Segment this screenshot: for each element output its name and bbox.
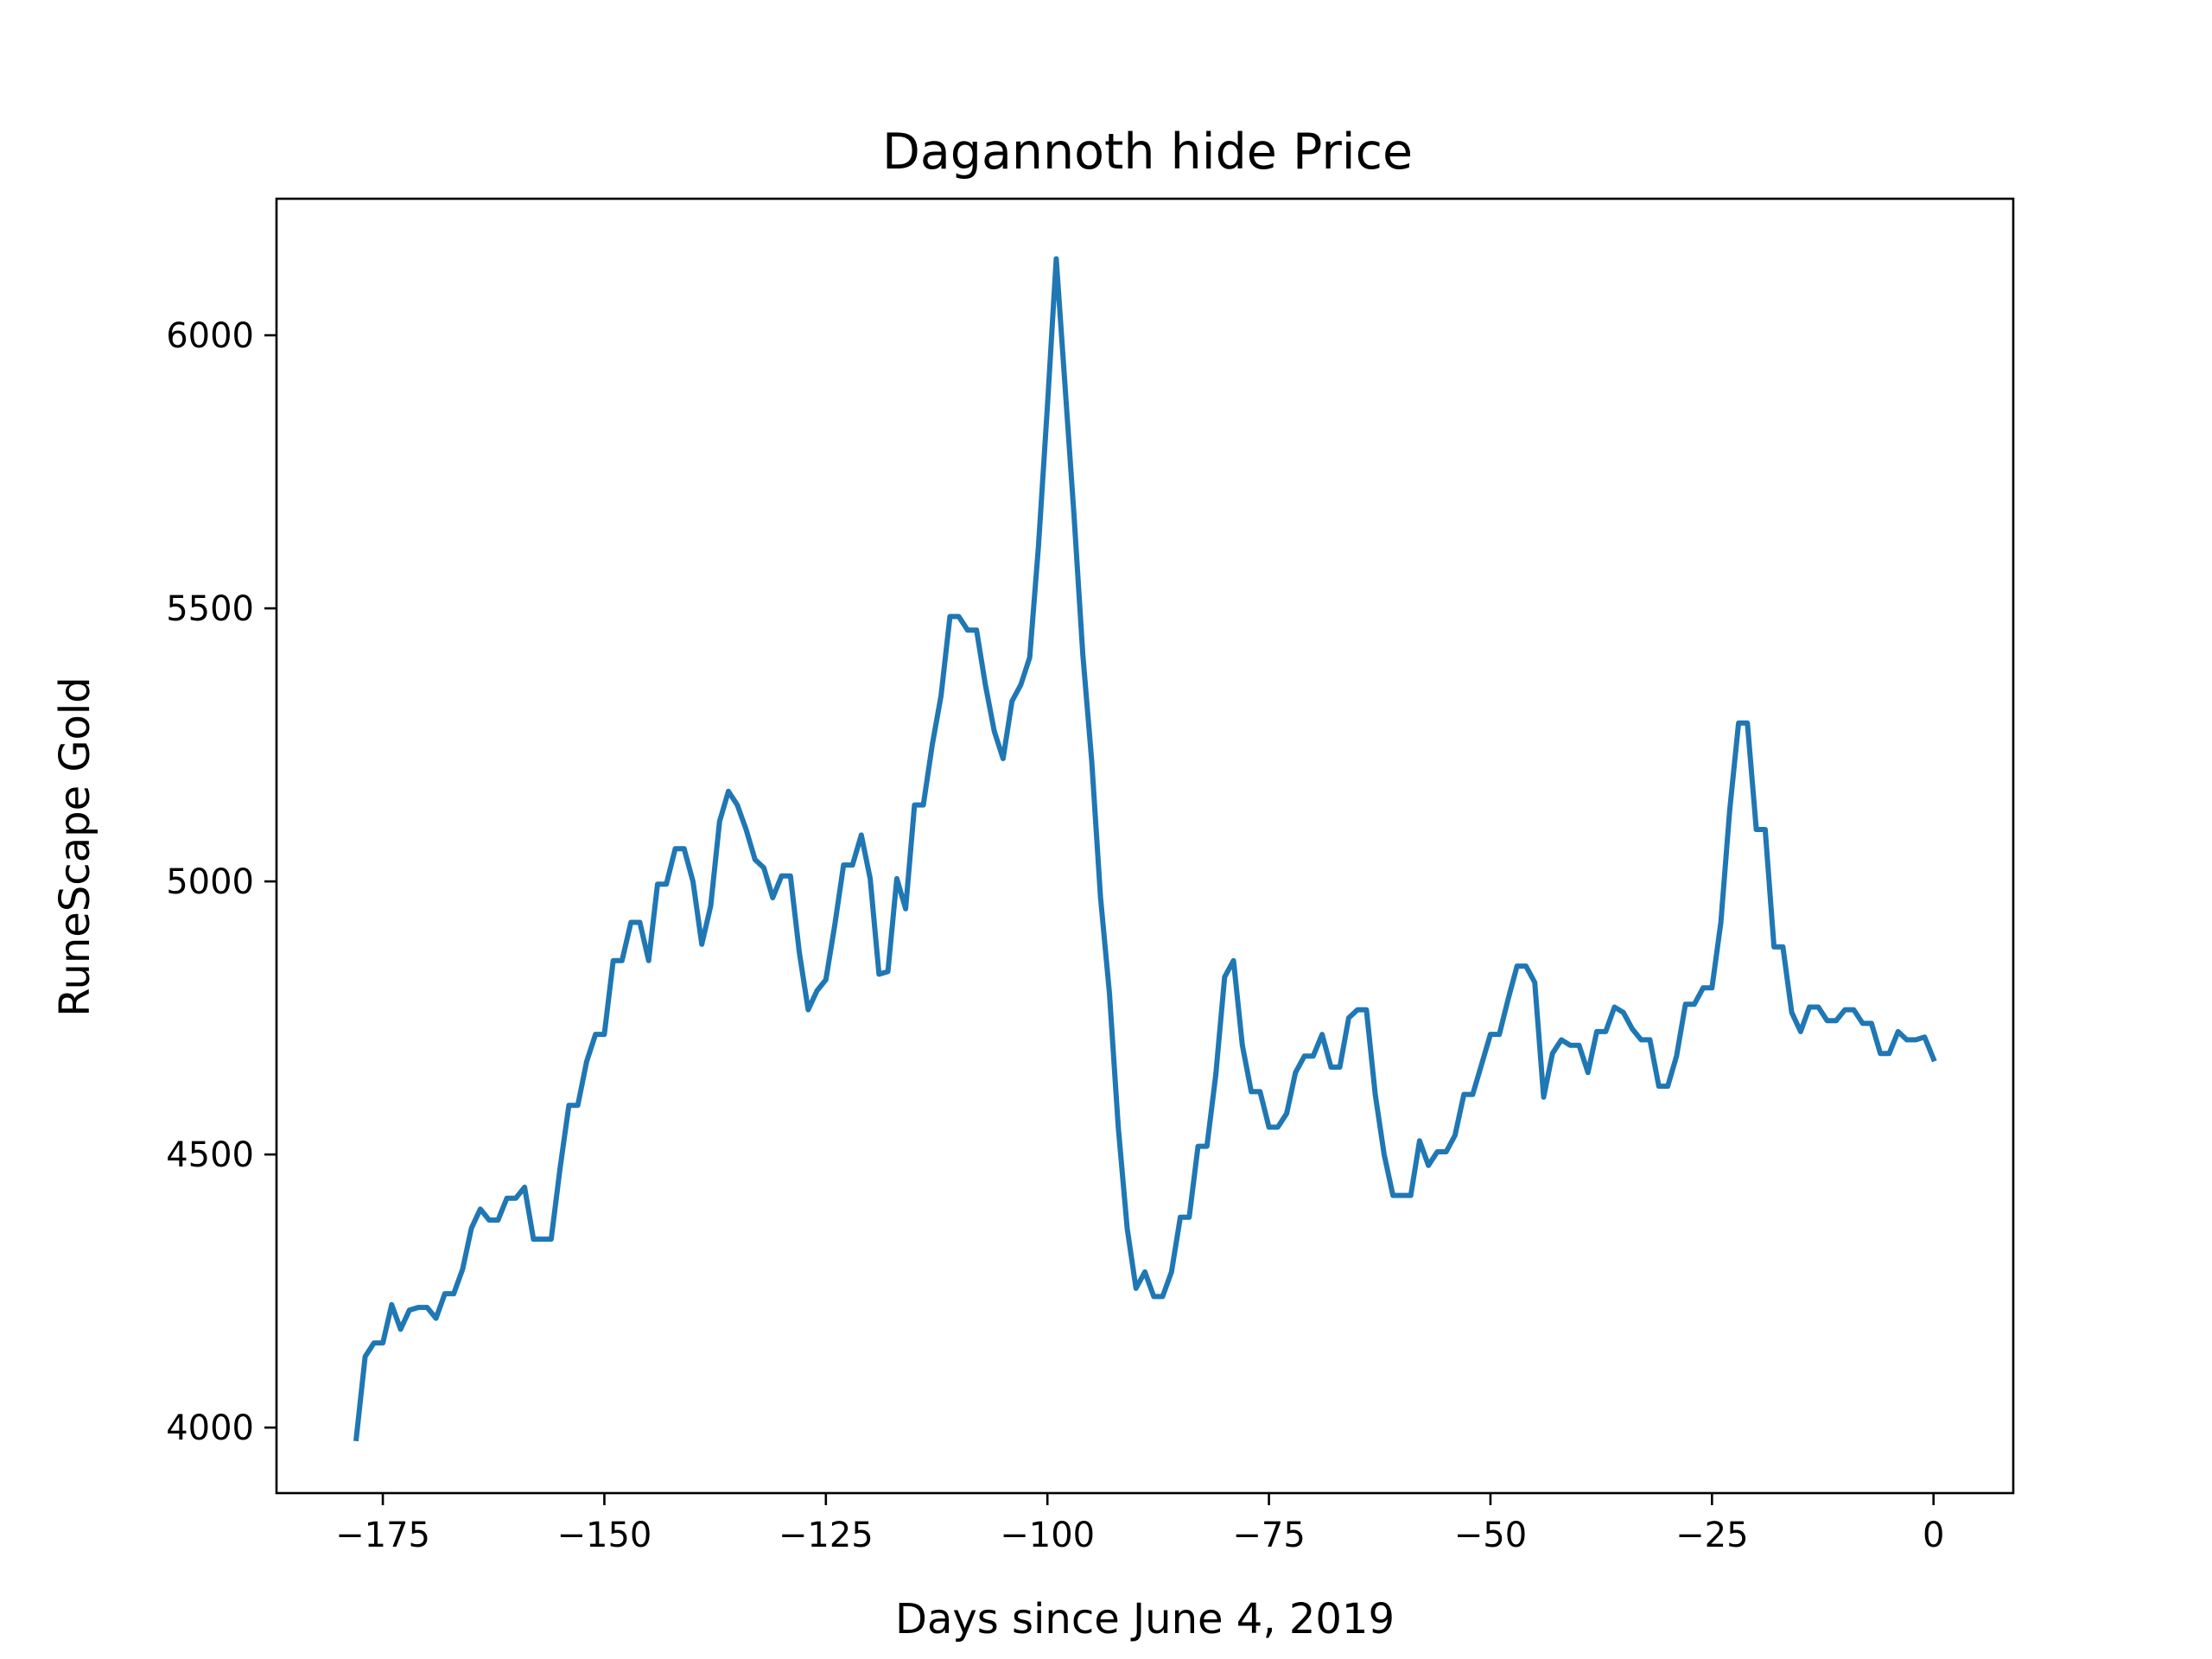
plot-frame [275, 197, 2015, 1495]
x-tick-label-4: −75 [1232, 1516, 1305, 1555]
price-series-line [353, 256, 1937, 1442]
x-tick-label-0: −175 [335, 1516, 430, 1555]
x-axis-label: Days since June 4, 2019 [895, 1595, 1395, 1643]
y-axis: 4000 4500 5000 5500 6000 [166, 316, 276, 1448]
y-tick-label-1: 4500 [166, 1135, 254, 1175]
x-tick-label-3: −100 [1000, 1516, 1095, 1555]
plot-area [275, 197, 2015, 1495]
x-tick-label-5: −50 [1454, 1516, 1527, 1555]
y-tick-label-4: 6000 [166, 316, 254, 356]
y-axis-label: RuneScape Gold [51, 677, 99, 1016]
y-tick-label-0: 4000 [166, 1408, 254, 1448]
x-tick-label-7: 0 [1923, 1516, 1944, 1555]
y-tick-label-3: 5500 [166, 589, 254, 629]
x-tick-label-2: −125 [779, 1516, 874, 1555]
x-tick-label-6: −25 [1675, 1516, 1748, 1555]
x-tick-label-1: −150 [557, 1516, 652, 1555]
plot-background [276, 199, 2013, 1493]
x-axis: −175 −150 −125 −100 −75 −50 −25 0 [335, 1493, 1944, 1555]
y-tick-label-2: 5000 [166, 862, 254, 902]
chart-title: Dagannoth hide Price [882, 124, 1413, 181]
